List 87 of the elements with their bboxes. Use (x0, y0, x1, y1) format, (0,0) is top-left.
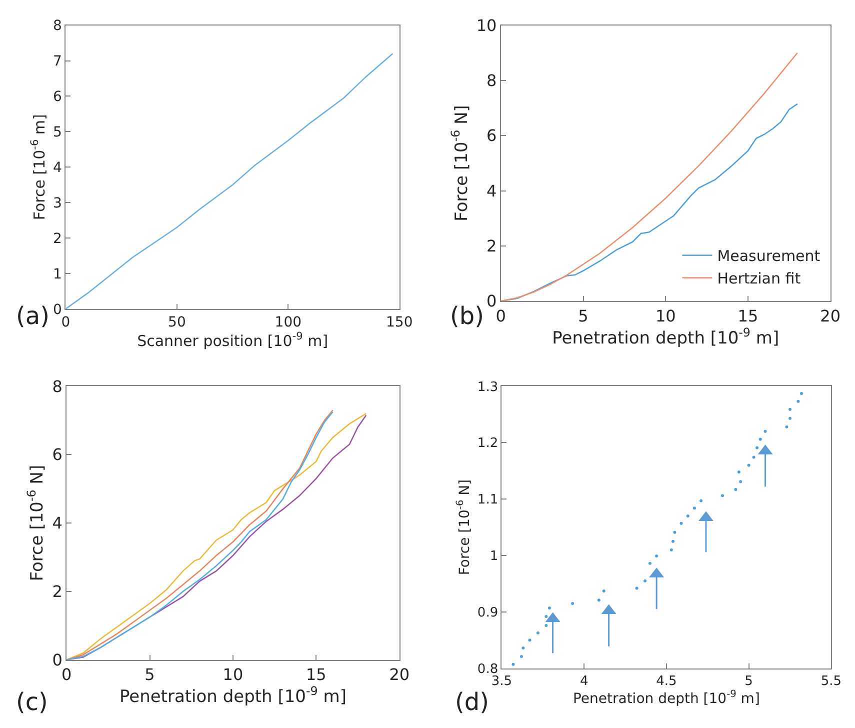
y-tick-label: 6 (52, 445, 62, 464)
point (520, 655, 523, 658)
x-tick-label: 3.5 (491, 674, 512, 689)
point (544, 614, 548, 618)
x-tick-label: 5 (744, 674, 753, 689)
point (544, 624, 548, 627)
point (756, 446, 759, 450)
y-tick-label: 1.3 (477, 380, 498, 395)
legend-label: Measurement (717, 247, 820, 266)
text: (d) (455, 688, 489, 716)
point (720, 494, 724, 498)
x-axis-title: Penetration depth [10$^{-9}$ m] (552, 325, 780, 348)
x-tick-label: 50 (168, 314, 186, 331)
point (752, 456, 756, 459)
point (648, 562, 652, 565)
y-tick-label: 1 (490, 549, 498, 564)
x-axis-title: Penetration depth [10$^{-9}$ m] (119, 684, 346, 708)
point (528, 638, 532, 642)
point (672, 540, 675, 543)
y-tick-label: 7 (53, 54, 62, 70)
point (734, 488, 738, 491)
y-tick-label: 2 (52, 582, 62, 602)
point (747, 464, 750, 467)
point (673, 530, 676, 534)
x-tick-label: 20 (820, 306, 841, 326)
x-axis-title: Penetration depth [10$^{-9}$ m] (572, 688, 760, 707)
point (785, 425, 788, 428)
point (548, 606, 551, 610)
point (536, 631, 540, 634)
point (655, 554, 658, 558)
point (764, 430, 767, 433)
line-series (66, 53, 394, 309)
point (670, 548, 673, 552)
y-tick-label: 8 (53, 18, 62, 34)
x-tick-label: 5 (144, 665, 155, 684)
y-tick-label: 6 (53, 89, 62, 106)
y-tick-label: 4 (486, 181, 497, 200)
point (635, 586, 638, 590)
x-tick-label: 150 (386, 314, 413, 331)
point (597, 598, 600, 602)
point (644, 579, 647, 582)
x-tick-label: 5.5 (820, 674, 842, 689)
point (686, 514, 690, 518)
y-tick-label: 10 (476, 16, 497, 35)
y-tick-label: 2 (53, 230, 62, 247)
point (692, 506, 696, 510)
y-tick-label: 1.1 (477, 492, 498, 508)
point (680, 522, 683, 525)
point (758, 438, 762, 441)
x-tick-label: 15 (306, 665, 326, 684)
x-axis-title: Scanner position [10$^{-9}$ m] (137, 330, 328, 350)
x-tick-label: 4.5 (656, 674, 677, 689)
legend-label: Hertzian fit (717, 270, 801, 288)
point (739, 480, 742, 484)
point (602, 590, 606, 593)
text: (a) (16, 302, 50, 330)
x-tick-label: 100 (274, 314, 302, 331)
y-tick-label: 1 (53, 266, 62, 282)
y-tick-label: 4 (52, 514, 62, 533)
x-tick-label: 10 (655, 306, 676, 326)
point (788, 416, 792, 420)
text: (c) (16, 688, 48, 716)
y-tick-label: 3 (53, 195, 62, 212)
y-tick-label: 5 (53, 124, 62, 141)
point (700, 499, 703, 502)
y-tick-label: 8 (52, 376, 62, 396)
x-tick-label: 15 (738, 306, 758, 326)
point (512, 662, 515, 666)
point (522, 646, 525, 650)
point (571, 602, 574, 605)
text: (b) (450, 302, 484, 330)
x-tick-label: 10 (222, 665, 244, 684)
y-tick-label: 2 (486, 236, 497, 256)
y-tick-label: 0.9 (477, 605, 498, 620)
x-tick-label: 4 (580, 674, 588, 689)
point (737, 470, 740, 474)
y-tick-label: 0 (486, 292, 497, 311)
x-tick-label: 20 (389, 665, 410, 684)
point (788, 408, 792, 411)
point (796, 400, 800, 403)
y-tick-label: 6 (486, 126, 497, 146)
y-tick-label: 4 (53, 160, 62, 176)
x-tick-label: 5 (578, 306, 588, 326)
y-tick-label: 0 (52, 650, 62, 670)
y-tick-label: 1.2 (477, 436, 498, 452)
y-tick-label: 8 (486, 71, 497, 90)
point (800, 392, 804, 396)
